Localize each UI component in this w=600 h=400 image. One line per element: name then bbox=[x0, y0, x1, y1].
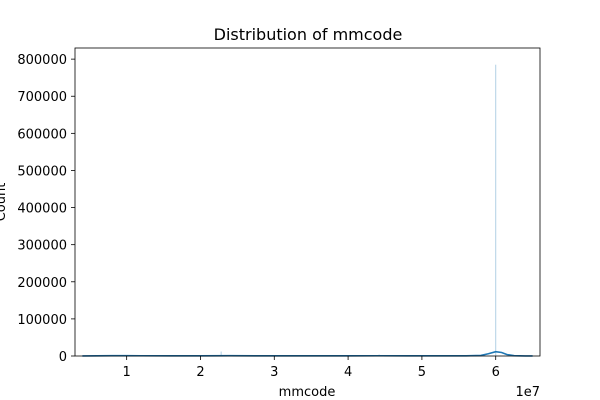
y-tick-label: 500000 bbox=[17, 164, 67, 179]
x-tick-label: 5 bbox=[418, 365, 426, 380]
histogram-bar-2 bbox=[495, 64, 497, 356]
kde-layer bbox=[82, 350, 533, 357]
y-tick-label: 300000 bbox=[17, 239, 67, 254]
x-tick-label: 6 bbox=[492, 365, 500, 380]
x-axis-offset-label: 1e7 bbox=[515, 385, 540, 400]
y-axis-label: Count bbox=[0, 183, 9, 222]
x-tick-label: 4 bbox=[344, 365, 352, 380]
x-tick-label: 2 bbox=[196, 365, 204, 380]
bars-layer bbox=[220, 64, 497, 356]
y-tick-label: 200000 bbox=[17, 276, 67, 291]
y-axis-ticks: 0 100000 200000 300000 400000 500000 600000 700… bbox=[17, 53, 75, 365]
y-tick-label: 600000 bbox=[17, 127, 67, 142]
kde-line bbox=[82, 350, 533, 357]
plot-frame bbox=[74, 47, 541, 357]
y-tick-label: 800000 bbox=[17, 53, 67, 68]
chart-title: Distribution of mmcode bbox=[214, 25, 403, 44]
y-tick-label: 100000 bbox=[17, 313, 67, 328]
x-tick-label: 3 bbox=[270, 365, 278, 380]
x-axis-ticks: 1 2 3 4 5 6 bbox=[123, 356, 500, 380]
histogram-bar-0 bbox=[220, 351, 222, 356]
y-tick-label: 700000 bbox=[17, 90, 67, 105]
x-axis-label: mmcode bbox=[279, 385, 336, 400]
y-tick-label: 0 bbox=[59, 350, 67, 365]
y-tick-label: 400000 bbox=[17, 202, 67, 217]
x-tick-label: 1 bbox=[123, 365, 131, 380]
